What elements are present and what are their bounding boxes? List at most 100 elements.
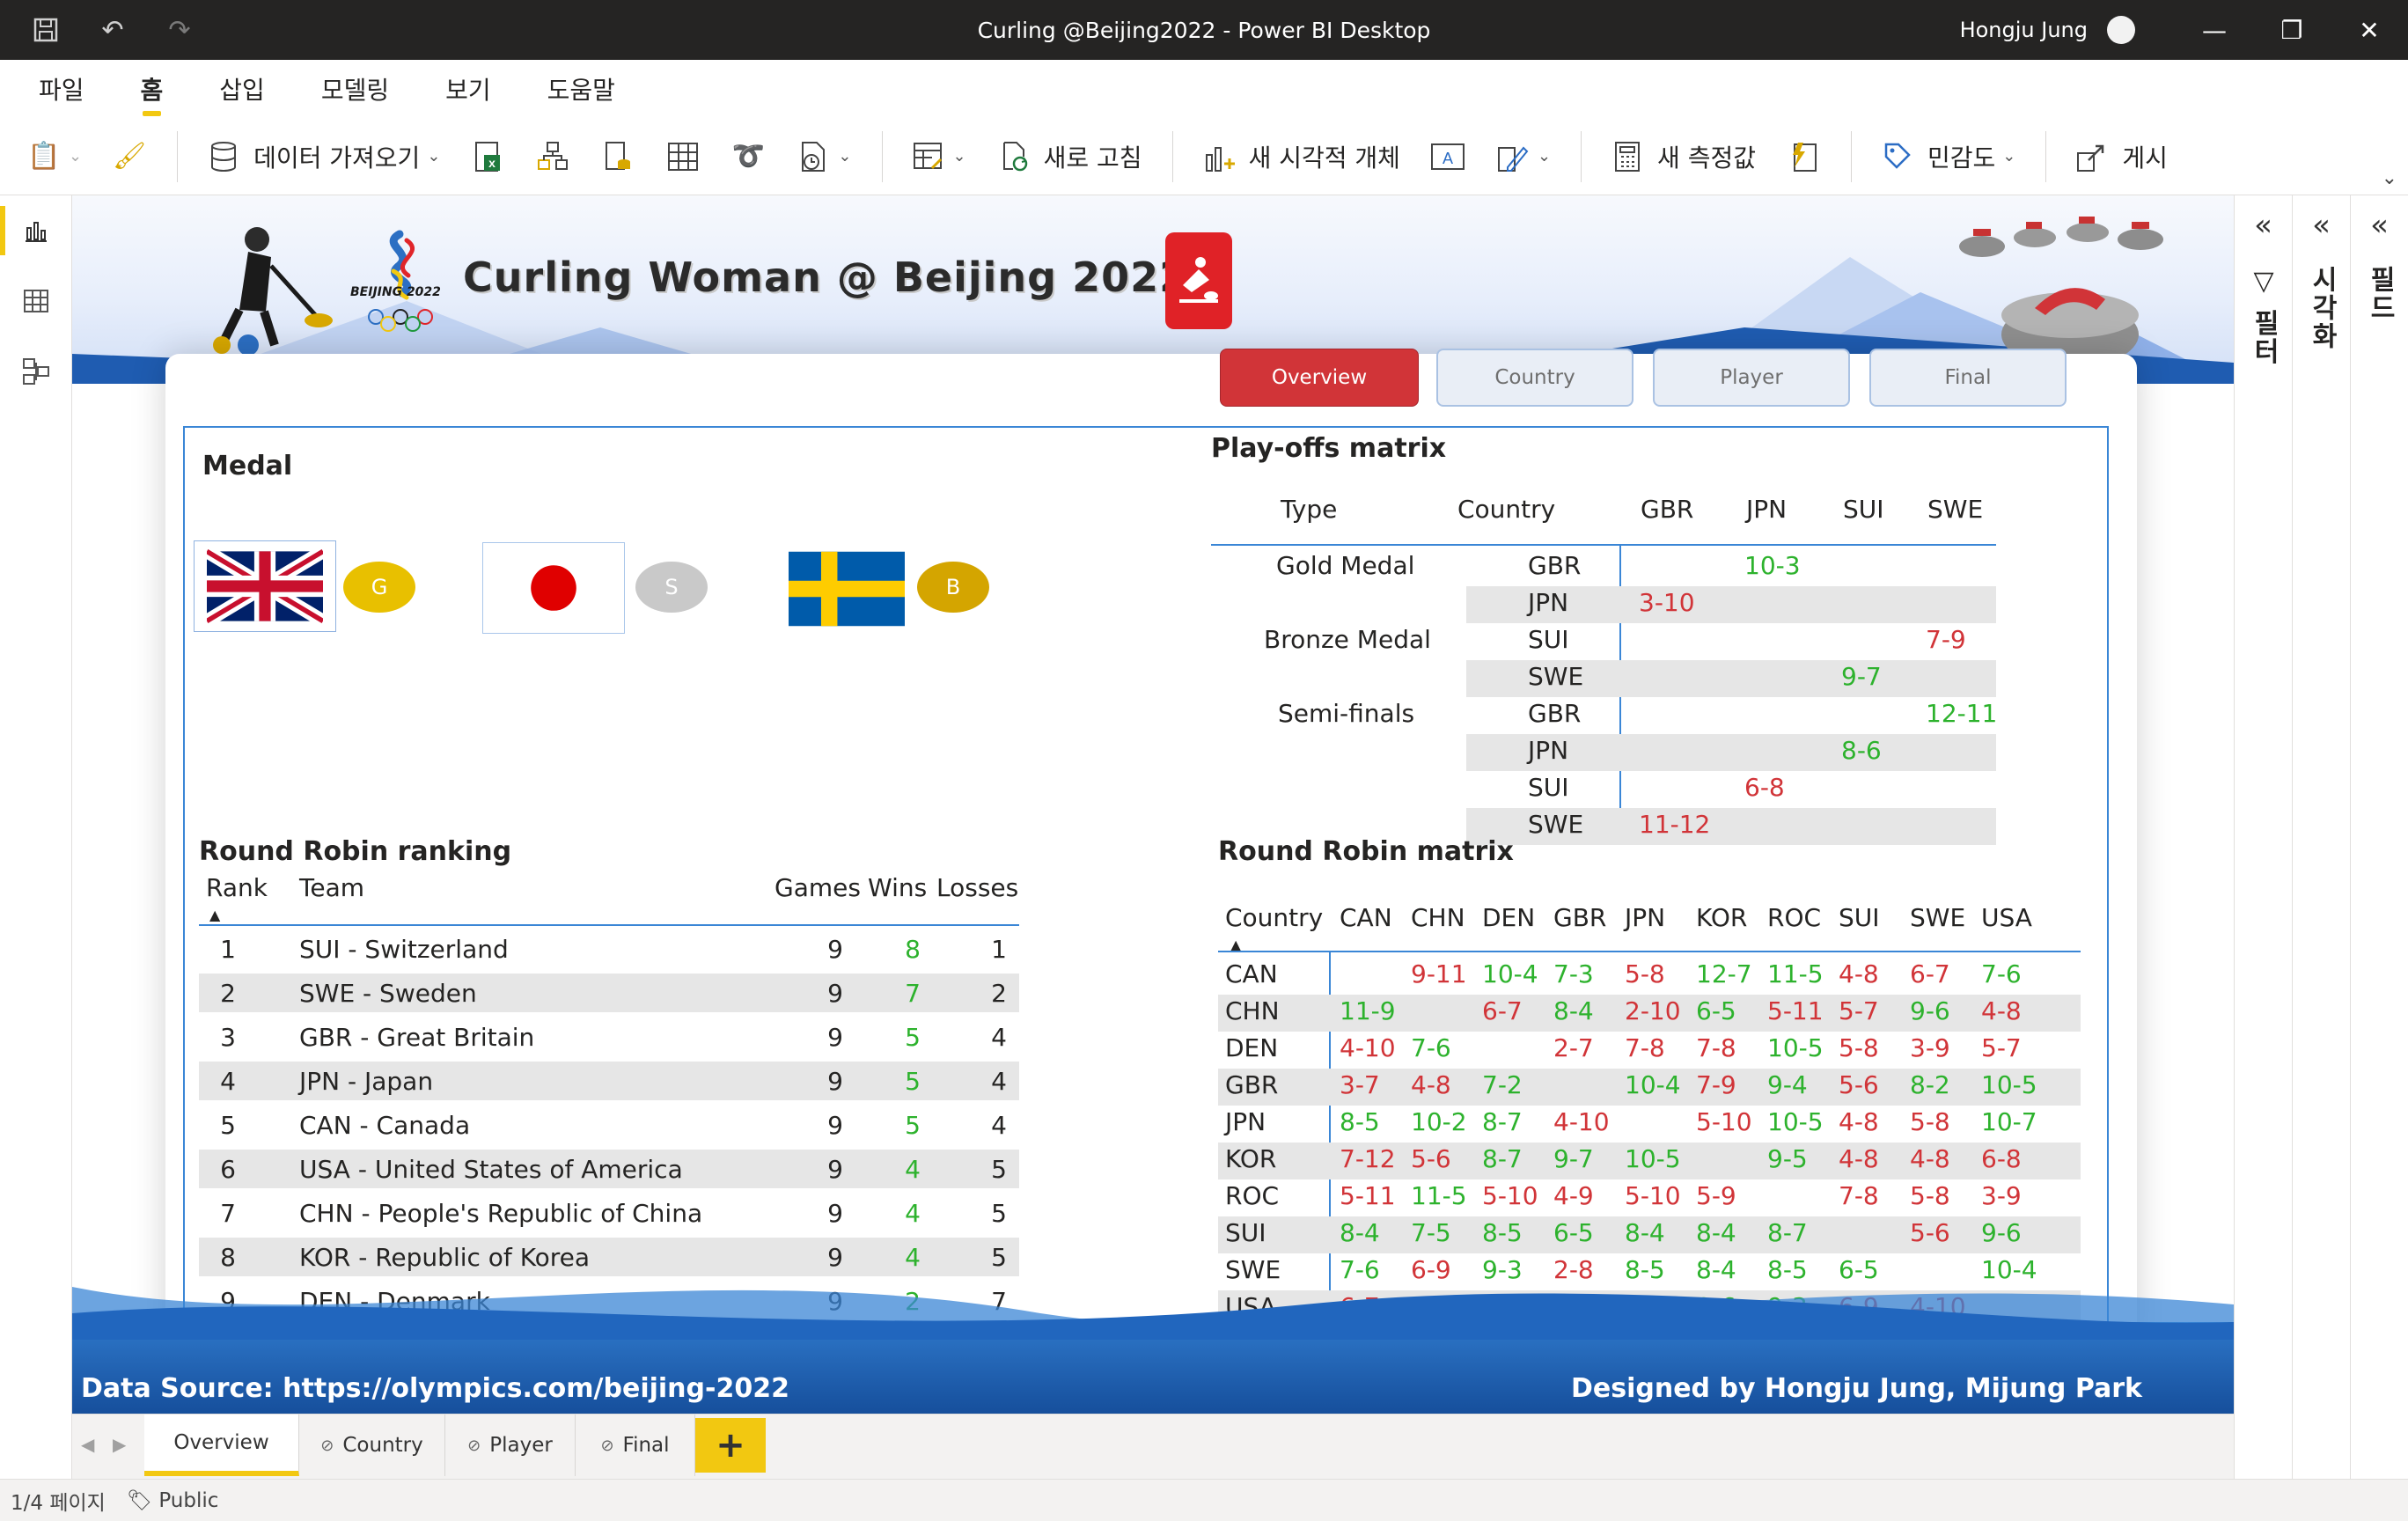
po-country-cell[interactable]: JPN [1528,588,1569,617]
rr-score-cell[interactable]: 11-5 [1767,959,1824,988]
menu-insert[interactable]: 삽입 [219,76,265,105]
rr-score-cell[interactable]: 8-7 [1482,1107,1523,1136]
recent-sources-button[interactable]: ⌄ [796,139,852,174]
rr-score-cell[interactable]: 5-11 [1767,996,1824,1025]
nav-final-button[interactable]: Final [1869,349,2067,407]
rr-score-cell[interactable]: 5-6 [1411,1144,1451,1173]
rr-score-cell[interactable]: 8-5 [1767,1255,1808,1284]
po-score-cell[interactable]: 3-10 [1639,588,1695,617]
rr-score-cell[interactable]: 4-8 [1839,1107,1879,1136]
rr-score-cell[interactable]: 2-10 [1625,996,1681,1025]
excel-button[interactable]: x [470,139,505,174]
rr-score-cell[interactable]: 5-9 [1696,1181,1736,1210]
filters-pane[interactable]: « ▽ 필터 [2234,195,2292,1482]
po-score-cell[interactable]: 6-8 [1744,773,1785,802]
rr-country-cell[interactable]: CHN [1225,996,1280,1025]
rr-score-cell[interactable]: 10-5 [1767,1033,1824,1062]
text-box-button[interactable]: A [1430,139,1465,174]
rr-score-cell[interactable]: 9-4 [1767,1070,1808,1099]
rr-score-cell[interactable]: 4-10 [1340,1033,1396,1062]
po-country-cell[interactable]: JPN [1528,736,1569,765]
menu-view[interactable]: 보기 [445,76,491,105]
rr-score-cell[interactable]: 6-7 [1910,959,1950,988]
add-page-button[interactable]: + [695,1418,766,1473]
po-country-cell[interactable]: GBR [1528,699,1582,728]
page-tab-player[interactable]: ⊘ Player [445,1414,576,1476]
refresh-button[interactable]: 새로 고침 [996,139,1142,174]
table-row[interactable]: 2 SWE - Sweden 9 7 2 [199,974,1019,1012]
avatar[interactable] [2107,16,2135,44]
rr-score-cell[interactable]: 8-5 [1340,1107,1380,1136]
page-tab-final[interactable]: ⊘ Final [576,1414,695,1476]
rr-score-cell[interactable]: 8-7 [1482,1144,1523,1173]
rr-score-cell[interactable]: 12-7 [1696,959,1752,988]
rr-score-cell[interactable]: 9-7 [1553,1144,1594,1173]
collapse-filters-icon[interactable]: « [2254,208,2272,243]
rr-score-cell[interactable]: 7-12 [1340,1144,1396,1173]
rr-score-cell[interactable]: 2-8 [1553,1255,1594,1284]
nav-overview-button[interactable]: Overview [1220,349,1419,407]
rr-score-cell[interactable]: 6-5 [1696,996,1736,1025]
nav-country-button[interactable]: Country [1436,349,1633,407]
dataset-button[interactable] [535,139,570,174]
rr-country-cell[interactable]: SUI [1225,1218,1266,1247]
gbr-flag[interactable] [194,540,336,632]
rank-header[interactable]: Rank [206,873,268,917]
report-view-icon[interactable] [0,195,72,266]
rr-score-cell[interactable]: 6-5 [1553,1218,1594,1247]
rr-score-cell[interactable]: 9-6 [1981,1218,2022,1247]
po-country-cell[interactable]: SUI [1528,625,1569,654]
rr-score-cell[interactable]: 4-10 [1553,1107,1610,1136]
rr-score-cell[interactable]: 7-8 [1696,1033,1736,1062]
po-score-cell[interactable]: 9-7 [1841,662,1882,691]
get-data-button[interactable]: 데이터 가져오기 ⌄ [206,139,440,174]
menu-modeling[interactable]: 모델링 [320,76,390,105]
menu-home[interactable]: 홈 [141,60,163,118]
rr-score-cell[interactable]: 7-9 [1696,1070,1736,1099]
user-name[interactable]: Hongju Jung [1959,18,2088,42]
rr-country-cell[interactable]: GBR [1225,1070,1279,1099]
rr-score-cell[interactable]: 2-7 [1553,1033,1594,1062]
rr-score-cell[interactable]: 11-5 [1411,1181,1467,1210]
format-painter-button[interactable]: 🖌 [112,139,147,174]
po-col-header[interactable]: JPN [1746,495,1788,524]
rr-score-cell[interactable]: 4-8 [1910,1144,1950,1173]
rr-score-cell[interactable]: 10-4 [1625,1070,1681,1099]
save-icon[interactable] [28,12,63,48]
rr-score-cell[interactable]: 4-8 [1839,959,1879,988]
minimize-button[interactable]: — [2202,15,2227,45]
rr-score-cell[interactable]: 5-8 [1625,959,1665,988]
rr-score-cell[interactable]: 9-3 [1482,1255,1523,1284]
menu-help[interactable]: 도움말 [547,76,615,105]
enter-data-button[interactable] [665,139,701,174]
rr-score-cell[interactable]: 9-6 [1910,996,1950,1025]
rr-col-header[interactable]: SWE [1910,903,1966,932]
publish-button[interactable]: 게시 [2074,139,2168,174]
rr-country-cell[interactable]: DEN [1225,1033,1279,1062]
type-header[interactable]: Type [1281,495,1338,524]
rr-score-cell[interactable]: 6-5 [1839,1255,1879,1284]
rr-score-cell[interactable]: 7-2 [1482,1070,1523,1099]
rr-score-cell[interactable]: 8-5 [1625,1255,1665,1284]
scroll-left-icon[interactable]: ◀ [81,1434,95,1455]
rr-col-header[interactable]: DEN [1482,903,1536,932]
rr-score-cell[interactable]: 6-9 [1411,1255,1451,1284]
table-row[interactable]: 4 JPN - Japan 9 5 4 [199,1062,1019,1100]
team-header[interactable]: Team [299,873,365,902]
po-col-header[interactable]: GBR [1641,495,1694,524]
rr-col-header[interactable]: CHN [1411,903,1465,932]
rr-score-cell[interactable]: 5-7 [1981,1033,2022,1062]
rr-score-cell[interactable]: 5-11 [1340,1181,1396,1210]
rr-col-header[interactable]: ROC [1767,903,1822,932]
rr-score-cell[interactable]: 8-4 [1553,996,1594,1025]
visualizations-pane[interactable]: « 시각화 [2292,195,2350,1482]
rr-col-header[interactable]: SUI [1839,903,1880,932]
rr-score-cell[interactable]: 6-8 [1981,1144,2022,1173]
rr-score-cell[interactable]: 8-4 [1625,1218,1665,1247]
rr-country-cell[interactable]: SWE [1225,1255,1281,1284]
rr-country-cell[interactable]: JPN [1225,1107,1266,1136]
expand-visualizations-icon[interactable]: « [2312,208,2331,243]
restore-button[interactable]: ❐ [2280,15,2303,45]
undo-icon[interactable]: ↶ [101,14,124,46]
rr-score-cell[interactable]: 9-11 [1411,959,1467,988]
